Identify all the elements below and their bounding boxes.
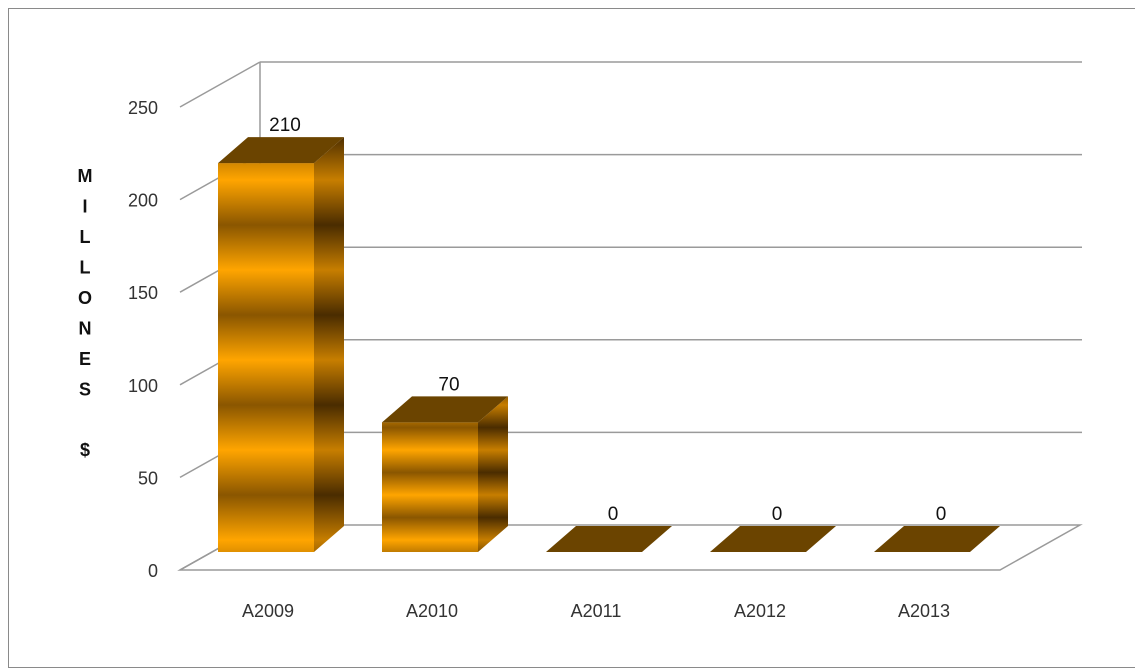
data-label: 0 bbox=[936, 504, 947, 525]
bar-top bbox=[218, 137, 344, 164]
y-tick-label: 200 bbox=[128, 191, 158, 211]
x-tick-label: A2012 bbox=[734, 601, 786, 621]
bar-top bbox=[710, 526, 836, 552]
x-tick-label: A2013 bbox=[898, 601, 950, 621]
y-axis-label-letter: N bbox=[79, 319, 92, 339]
y-axis-label-letter: I bbox=[82, 197, 87, 217]
y-axis-label-letter: M bbox=[78, 166, 93, 186]
bar-front bbox=[382, 422, 478, 552]
bar-side bbox=[478, 396, 508, 552]
y-tick-label: 250 bbox=[128, 98, 158, 118]
y-axis-label-letter: E bbox=[79, 349, 91, 369]
x-tick-label: A2011 bbox=[571, 601, 622, 621]
y-axis-label-letter: L bbox=[80, 258, 91, 278]
x-tick-label: A2010 bbox=[406, 601, 458, 621]
y-tick-label: 150 bbox=[128, 283, 158, 303]
bar-top bbox=[874, 526, 1000, 552]
data-label: 210 bbox=[269, 115, 301, 136]
chart-frame bbox=[8, 8, 1135, 668]
y-axis-label-letter: S bbox=[79, 380, 91, 400]
y-axis-label-letter: $ bbox=[80, 440, 90, 460]
bar-top bbox=[382, 396, 508, 423]
y-axis-label-letter: L bbox=[80, 227, 91, 247]
wall-gridline bbox=[179, 61, 261, 108]
y-tick-label: 100 bbox=[128, 376, 158, 396]
y-tick-label: 50 bbox=[138, 468, 158, 488]
data-label: 0 bbox=[772, 504, 783, 525]
bar-side bbox=[314, 137, 344, 552]
bar-front bbox=[218, 163, 314, 552]
data-label: 0 bbox=[608, 504, 619, 525]
y-axis-label-letter: O bbox=[78, 288, 92, 308]
data-label: 70 bbox=[438, 374, 459, 395]
y-tick-label: 0 bbox=[148, 561, 158, 581]
bar-top bbox=[546, 526, 672, 552]
bars-layer bbox=[218, 137, 1000, 552]
labels-layer: 0 50 100 150 200 250 210 A2009 70 A2010 0 A2011 0 A20… bbox=[78, 98, 951, 621]
x-tick-label: A2009 bbox=[242, 601, 294, 621]
